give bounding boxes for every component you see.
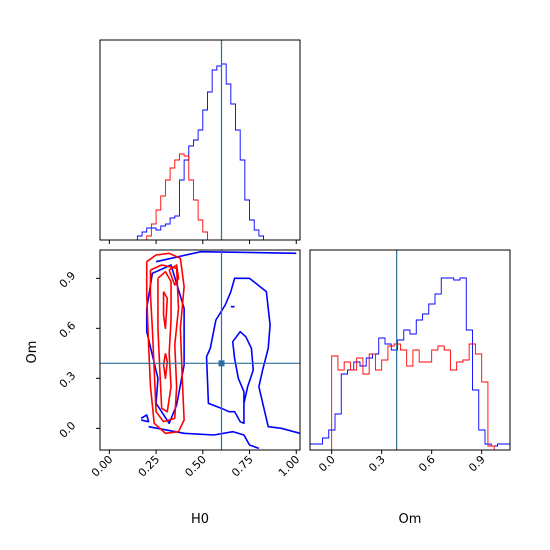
x-tick-label-om-0: 0.0 [316,453,338,475]
x-tick-label-h0-0: 0.00 [89,453,116,480]
histogram-om-panel: 0.0 0.3 0.6 0.9 [309,249,511,475]
contour-content [100,250,300,450]
x-tick-label-om-3: 0.9 [466,453,488,475]
histogram-h0-blue-series [136,63,264,240]
contour-red-2 [157,270,172,413]
x-tick-label-h0-4: 1.00 [276,453,303,480]
contour-h0-om-panel: 0.00 0.25 0.50 0.75 1.00 0.0 0.3 0.6 0.9 [57,249,303,480]
contour-red-1 [149,264,180,423]
histogram-om-frame [309,249,511,451]
histogram-om-red-series [331,343,495,450]
histogram-om-blue-series [310,277,510,450]
contour-blue-0 [140,414,150,423]
x-tick-label-h0-3: 0.75 [229,453,256,480]
x-axis-label-h0: H0 [191,512,209,527]
contour-red-3 [162,291,169,330]
y-tick-label-om-3: 0.9 [57,269,79,291]
y-tick-label-om-1: 0.3 [57,369,79,391]
x-axis-label-om: Om [399,512,422,527]
histogram-h0-red-series [146,153,208,240]
contour-blue-2 [155,250,297,263]
x-tick-label-om-2: 0.6 [416,453,438,475]
y-axis-label-om: Om [25,341,40,364]
truth-marker [218,360,225,367]
contour-red-5 [168,264,180,286]
contour-frame [99,249,301,451]
contour-red-0 [145,252,185,435]
x-tick-label-om-1: 0.3 [366,453,388,475]
contour-red-4 [162,353,169,380]
contour-blue-4 [205,277,300,435]
x-tick-label-h0-2: 0.50 [182,453,209,480]
histogram-h0-frame [99,39,301,241]
histogram-h0-content [136,40,264,240]
y-tick-label-om-0: 0.0 [57,419,79,441]
x-tick-label-h0-1: 0.25 [136,453,163,480]
y-tick-label-om-2: 0.6 [57,319,79,341]
histogram-h0-panel [99,39,301,244]
contour-blue-3 [148,425,260,450]
histogram-om-content [310,250,510,450]
